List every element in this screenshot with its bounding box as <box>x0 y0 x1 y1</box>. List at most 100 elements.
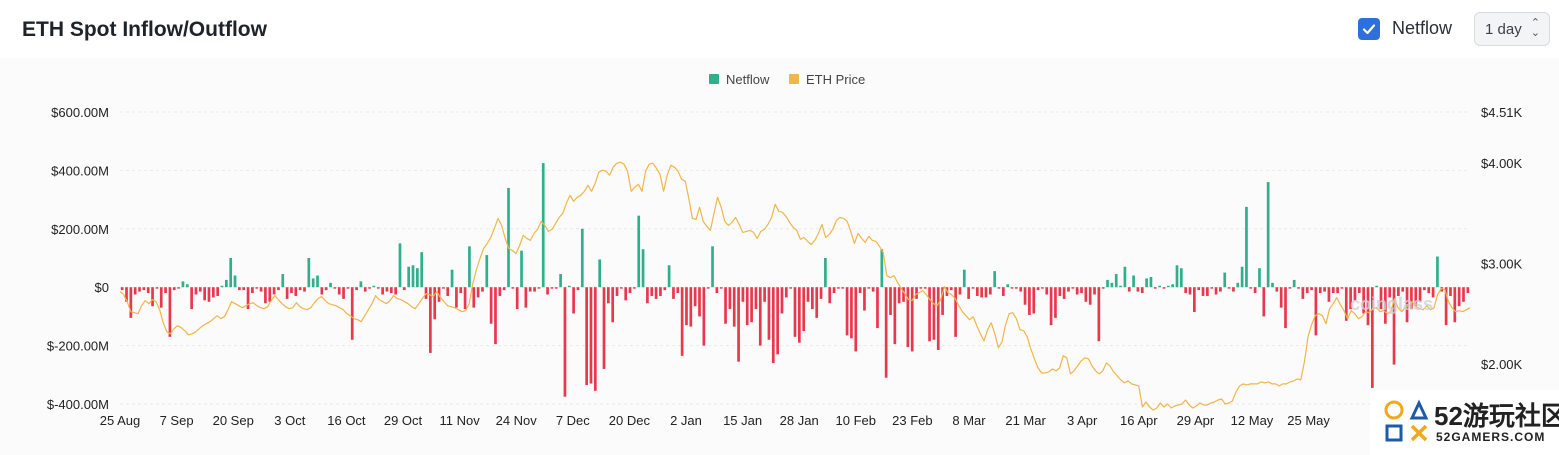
netflow-bar <box>637 215 641 288</box>
netflow-bar <box>650 287 654 296</box>
netflow-bar <box>1075 287 1079 295</box>
netflow-bar <box>1423 287 1426 291</box>
netflow-bar <box>962 269 966 288</box>
netflow-bar <box>342 287 345 299</box>
netflow-bar <box>1401 287 1405 292</box>
netflow-bar <box>1318 287 1322 294</box>
netflow-bar <box>1210 287 1214 289</box>
netflow-bar <box>676 287 680 294</box>
interval-select[interactable]: 1 day ⌃ ⌄ <box>1474 12 1550 46</box>
netflow-bar <box>1188 287 1192 295</box>
netflow-bar <box>1084 287 1088 302</box>
netflow-bar <box>294 287 298 296</box>
checkmark-icon <box>1362 24 1376 35</box>
netflow-bar <box>337 287 341 295</box>
x-tick: 28 Jan <box>780 413 819 428</box>
netflow-bar <box>936 287 940 350</box>
netflow-bar <box>229 258 233 288</box>
eth-price-line <box>119 161 1471 411</box>
x-tick: 29 Oct <box>384 413 423 428</box>
netflow-bar <box>880 249 884 288</box>
netflow-bar <box>837 287 840 289</box>
netflow-bar <box>698 287 701 317</box>
netflow-bar <box>1357 287 1361 294</box>
y-tick-left: $-200.00M <box>47 339 109 354</box>
netflow-bar <box>828 287 832 304</box>
netflow-bar <box>268 287 272 302</box>
netflow-bar <box>654 287 658 299</box>
netflow-bar <box>1249 287 1253 289</box>
netflow-bar <box>272 287 276 295</box>
netflow-bar <box>468 246 471 288</box>
netflow-bar <box>1366 287 1370 326</box>
netflow-checkbox-label[interactable]: Netflow <box>1392 18 1453 38</box>
x-tick: 11 Nov <box>439 413 480 428</box>
y-tick-left: $600.00M <box>51 105 109 120</box>
netflow-bar <box>763 287 766 302</box>
netflow-bar <box>689 287 693 327</box>
netflow-bar <box>324 287 328 291</box>
netflow-bar <box>528 287 532 292</box>
netflow-bar <box>402 287 406 291</box>
netflow-bar <box>611 287 615 323</box>
netflow-bar <box>806 287 810 302</box>
netflow-checkbox[interactable] <box>1358 18 1380 40</box>
netflow-bar <box>1223 272 1227 288</box>
netflow-bar <box>923 287 927 289</box>
netflow-bar <box>1002 287 1005 296</box>
netflow-bar <box>876 287 879 329</box>
netflow-bar <box>1080 287 1083 294</box>
netflow-bar <box>177 287 180 289</box>
netflow-bar <box>641 249 645 288</box>
y-tick-right: $3.00K <box>1481 257 1523 272</box>
netflow-bar <box>672 287 675 299</box>
netflow-bar <box>602 287 606 369</box>
netflow-bar <box>533 287 536 292</box>
netflow-bar <box>385 287 389 292</box>
netflow-bar <box>389 287 393 294</box>
netflow-bar <box>511 287 515 289</box>
legend-swatch <box>789 74 799 84</box>
netflow-bar <box>476 287 480 298</box>
netflow-bar <box>259 287 263 292</box>
netflow-bar <box>433 287 437 320</box>
netflow-bar <box>507 187 510 288</box>
x-tick: 16 Oct <box>327 413 366 428</box>
netflow-bar <box>1062 287 1066 299</box>
netflow-bar <box>850 287 853 339</box>
netflow-bar <box>598 259 602 288</box>
netflow-bar <box>515 287 519 310</box>
netflow-bar <box>841 287 845 289</box>
netflow-bar <box>290 287 293 294</box>
netflow-bar <box>372 285 376 288</box>
netflow-bar <box>724 287 727 324</box>
netflow-bar <box>932 287 936 340</box>
x-tick: 29 Apr <box>1177 413 1215 428</box>
netflow-bar <box>350 287 354 340</box>
netflow-bar <box>420 252 424 288</box>
site-watermark: 52游玩社区 52GAMERS.COM <box>1370 390 1559 455</box>
netflow-bar <box>142 287 146 291</box>
netflow-bar <box>815 287 819 318</box>
netflow-bar <box>585 287 588 386</box>
netflow-bar <box>120 287 124 291</box>
netflow-bar <box>1397 287 1400 296</box>
netflow-bar <box>198 287 202 292</box>
y-tick-left: $400.00M <box>51 163 109 178</box>
netflow-bar <box>181 281 185 288</box>
netflow-bar <box>1331 287 1335 294</box>
netflow-bar <box>1271 282 1274 288</box>
netflow-bar <box>1184 287 1188 294</box>
netflow-bar <box>446 287 450 296</box>
netflow-bar <box>1158 285 1161 288</box>
netflow-bar <box>1262 287 1266 317</box>
netflow-bar <box>1071 287 1075 289</box>
netflow-bar <box>1219 287 1222 292</box>
netflow-bar <box>1088 287 1092 305</box>
netflow-bar <box>459 287 463 294</box>
netflow-bar <box>238 287 241 291</box>
x-tick: 2 Jan <box>670 413 702 428</box>
netflow-bar <box>797 287 801 343</box>
netflow-bar <box>854 287 858 352</box>
